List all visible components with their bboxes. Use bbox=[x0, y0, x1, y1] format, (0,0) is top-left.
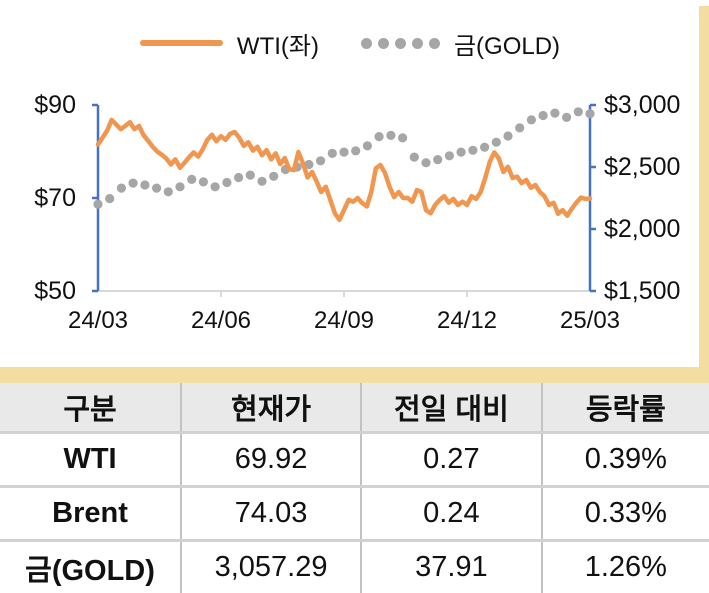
gold-data-dot bbox=[257, 176, 267, 186]
legend-label-gold: 금(GOLD) bbox=[453, 32, 561, 60]
gold-data-dot bbox=[304, 159, 314, 170]
right-axis-label-1500: $1,500 bbox=[604, 277, 680, 305]
gold-data-dot bbox=[526, 115, 537, 125]
gold-dot-icon bbox=[377, 37, 389, 49]
right-axis-label-2000: $2,000 bbox=[604, 215, 680, 243]
wti-line-swatch bbox=[139, 40, 223, 46]
table-row-wti: WTI 69.92 0.27 0.39% bbox=[0, 431, 709, 487]
gold-data-dot bbox=[421, 158, 431, 168]
gold-data-dot bbox=[152, 183, 162, 193]
gold-data-dot bbox=[362, 141, 372, 151]
gold-data-dot bbox=[116, 183, 126, 193]
gold-data-dot bbox=[386, 130, 396, 140]
gold-data-dot bbox=[398, 133, 408, 143]
gold-dots-swatch bbox=[360, 37, 440, 49]
gold-data-dot bbox=[468, 145, 478, 155]
row-price: 69.92 bbox=[181, 431, 363, 487]
x-axis-label-1: 24/06 bbox=[191, 307, 251, 334]
gold-data-dot bbox=[140, 180, 150, 190]
x-axis-label-2: 24/09 bbox=[314, 307, 374, 334]
gold-data-dot bbox=[234, 172, 244, 183]
gold-data-dot bbox=[93, 199, 103, 209]
gold-dot-icon bbox=[394, 37, 406, 49]
gold-data-dot bbox=[550, 108, 560, 118]
gold-data-dot bbox=[198, 177, 208, 187]
price-chart: WTI(좌) 금(GOLD) $90 $70 $50 $3,000 $2,500… bbox=[0, 26, 700, 335]
row-pct: 0.39% bbox=[541, 431, 709, 487]
page-border-stripe-right bbox=[699, 6, 709, 593]
header-day-change: 전일 대비 bbox=[361, 383, 543, 433]
gold-series bbox=[93, 107, 595, 209]
gold-data-dot bbox=[316, 156, 326, 166]
gold-data-dot bbox=[105, 194, 115, 204]
gold-data-dot bbox=[480, 142, 490, 152]
gold-data-dot bbox=[128, 178, 138, 188]
table-header-row: 구분 현재가 전일 대비 등락률 bbox=[0, 383, 709, 433]
row-change: 37.91 bbox=[361, 539, 543, 593]
left-axis-label-50: $50 bbox=[34, 277, 76, 305]
gold-data-dot bbox=[222, 177, 232, 188]
wti-series-line bbox=[95, 117, 593, 223]
header-category: 구분 bbox=[0, 383, 183, 433]
row-price: 74.03 bbox=[181, 485, 363, 541]
gold-data-dot bbox=[175, 182, 185, 192]
commodity-price-table: 구분 현재가 전일 대비 등락률 WTI 69.92 0.27 0.39% Br… bbox=[0, 383, 709, 593]
gold-data-dot bbox=[339, 147, 349, 157]
gold-data-dot bbox=[351, 146, 361, 156]
gold-data-dot bbox=[573, 107, 583, 117]
header-change-rate: 등락률 bbox=[541, 383, 709, 433]
row-pct: 1.26% bbox=[541, 539, 709, 593]
chart-canvas: $90 $70 $50 $3,000 $2,500 $2,000 $1,500 … bbox=[34, 91, 680, 334]
gold-data-dot bbox=[374, 132, 384, 142]
x-axis-line bbox=[98, 290, 590, 297]
row-change: 0.24 bbox=[361, 485, 543, 541]
row-name: 금(GOLD) bbox=[0, 539, 183, 593]
gold-data-dot bbox=[433, 155, 443, 165]
section-divider-stripe bbox=[0, 367, 709, 383]
gold-data-dot bbox=[491, 137, 501, 147]
header-current-price: 현재가 bbox=[181, 383, 363, 433]
left-axis-label-70: $70 bbox=[34, 184, 76, 212]
gold-data-dot bbox=[210, 182, 220, 192]
right-axis-label-2500: $2,500 bbox=[604, 153, 680, 181]
gold-data-dot bbox=[515, 123, 525, 133]
gold-data-dot bbox=[187, 174, 197, 184]
gold-dot-icon bbox=[428, 37, 440, 49]
gold-data-dot bbox=[503, 131, 513, 141]
legend-label-wti: WTI(좌) bbox=[236, 32, 319, 60]
row-price: 3,057.29 bbox=[181, 539, 363, 593]
row-pct: 0.33% bbox=[541, 485, 709, 541]
row-name: WTI bbox=[0, 431, 183, 487]
left-axis-label-90: $90 bbox=[34, 91, 76, 119]
row-change: 0.27 bbox=[361, 431, 543, 487]
left-axis bbox=[92, 103, 100, 293]
gold-data-dot bbox=[538, 110, 548, 121]
gold-dot-icon bbox=[411, 37, 423, 49]
table-row-gold: 금(GOLD) 3,057.29 37.91 1.26% bbox=[0, 539, 709, 593]
gold-data-dot bbox=[327, 148, 337, 158]
row-name: Brent bbox=[0, 485, 183, 541]
table-row-brent: Brent 74.03 0.24 0.33% bbox=[0, 485, 709, 541]
chart-legend: WTI(좌) 금(GOLD) bbox=[0, 26, 700, 60]
gold-data-dot bbox=[163, 187, 173, 197]
gold-data-dot bbox=[444, 151, 454, 161]
gold-dot-icon bbox=[360, 37, 372, 49]
x-axis-label-0: 24/03 bbox=[68, 307, 128, 334]
gold-data-dot bbox=[562, 112, 572, 122]
gold-data-dot bbox=[409, 152, 419, 162]
gold-data-dot bbox=[585, 109, 595, 119]
x-axis-label-3: 24/12 bbox=[437, 307, 497, 334]
gold-data-dot bbox=[269, 171, 279, 181]
x-axis-label-4: 25/03 bbox=[560, 307, 620, 334]
right-axis-label-3000: $3,000 bbox=[604, 91, 680, 119]
gold-data-dot bbox=[456, 147, 466, 157]
gold-data-dot bbox=[245, 170, 255, 180]
